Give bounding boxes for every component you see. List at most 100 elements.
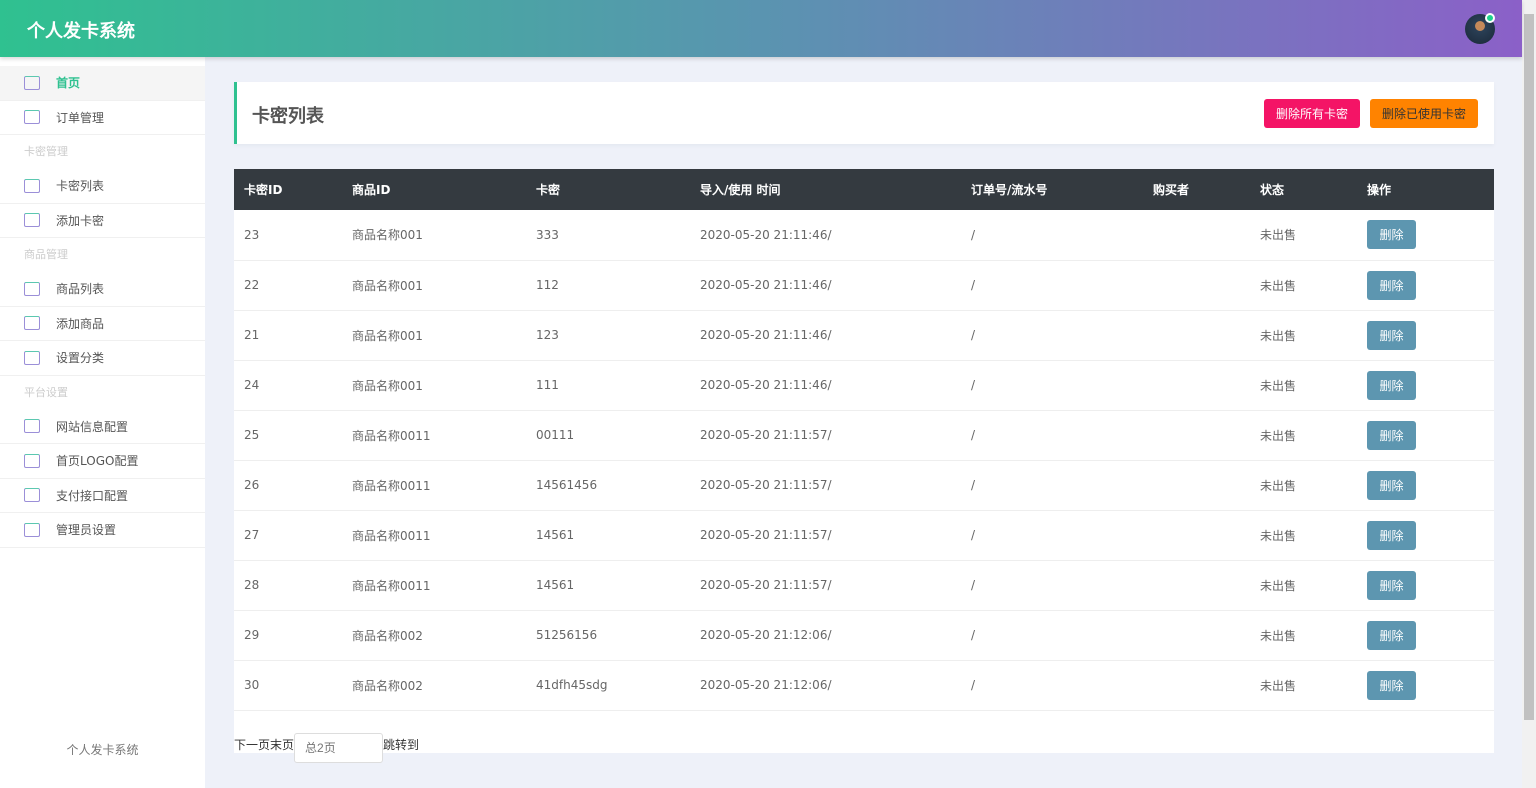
action-cell: 删除 xyxy=(1357,210,1494,261)
sidebar-footer: 个人发卡系统 xyxy=(66,743,139,757)
table-cell: 未出售 xyxy=(1250,310,1357,361)
table-cell: 112 xyxy=(526,260,690,311)
table-cell xyxy=(1143,210,1250,261)
sidebar-item-label: 卡密列表 xyxy=(56,179,105,194)
delete-row-button[interactable]: 删除 xyxy=(1367,570,1416,600)
delete-row-button[interactable]: 删除 xyxy=(1367,270,1416,300)
table-cell: 21 xyxy=(234,310,342,361)
sidebar-item-label: 首页 xyxy=(56,76,81,91)
crown-icon xyxy=(24,488,40,503)
delete-all-cards-button[interactable]: 删除所有卡密 xyxy=(1264,99,1361,128)
next-last-page-links[interactable]: 下一页末页 xyxy=(234,737,295,752)
table-cell: 商品名称0011 xyxy=(342,460,526,511)
table-cell: 商品名称001 xyxy=(342,210,526,261)
table-cell: 2020-05-20 21:11:57/ xyxy=(690,510,961,561)
table-cell: 商品名称001 xyxy=(342,260,526,311)
column-header: 导入/使用 时间 xyxy=(690,169,961,210)
sidebar-item[interactable]: 订单管理 xyxy=(0,101,205,135)
table-cell: 未出售 xyxy=(1250,210,1357,261)
table-cell: 商品名称001 xyxy=(342,360,526,411)
jump-to-button[interactable]: 跳转到 xyxy=(383,737,420,752)
home-icon xyxy=(24,75,40,90)
copy-icon xyxy=(24,213,40,228)
table-cell: / xyxy=(961,660,1143,711)
table-cell: 24 xyxy=(234,360,342,411)
table-cell: 未出售 xyxy=(1250,660,1357,711)
delete-row-button[interactable]: 删除 xyxy=(1367,370,1416,400)
table-cell: 2020-05-20 21:12:06/ xyxy=(690,610,961,661)
table-cell: 商品名称001 xyxy=(342,310,526,361)
scrollbar-thumb[interactable] xyxy=(1524,14,1534,720)
table-cell: 14561 xyxy=(526,510,690,561)
table-cell: 未出售 xyxy=(1250,510,1357,561)
sidebar-item-label: 网站信息配置 xyxy=(56,419,129,434)
table-cell: / xyxy=(961,510,1143,561)
sidebar-item[interactable]: 添加商品 xyxy=(0,307,205,341)
delete-row-button[interactable]: 删除 xyxy=(1367,520,1416,550)
table-cell: 商品名称0011 xyxy=(342,560,526,611)
sidebar-item[interactable]: 管理员设置 xyxy=(0,513,205,548)
delete-row-button[interactable]: 删除 xyxy=(1367,320,1416,350)
page-header: 卡密列表 删除所有卡密 删除已使用卡密 xyxy=(234,82,1494,144)
table-cell: 2020-05-20 21:11:46/ xyxy=(690,260,961,311)
table-cell: 41dfh45sdg xyxy=(526,660,690,711)
sidebar-group-label: 商品管理 xyxy=(24,248,68,261)
delete-row-button[interactable]: 删除 xyxy=(1367,670,1416,700)
table-row: 29 商品名称002 51256156 2020-05-20 21:12:06// 未出… xyxy=(234,610,1494,661)
table-cell: / xyxy=(961,610,1143,661)
rocket-icon xyxy=(24,419,40,434)
sidebar-item[interactable]: 商品列表 xyxy=(0,272,205,307)
action-cell: 删除 xyxy=(1357,360,1494,411)
table-cell: 26 xyxy=(234,460,342,511)
sidebar-item[interactable]: 卡密列表 xyxy=(0,169,205,204)
action-cell: 删除 xyxy=(1357,260,1494,311)
action-cell: 删除 xyxy=(1357,560,1494,611)
page-jump-input[interactable] xyxy=(294,733,384,763)
table-cell: 14561456 xyxy=(526,460,690,511)
table-cell xyxy=(1143,360,1250,411)
table-cell: 27 xyxy=(234,510,342,561)
table-cell xyxy=(1143,410,1250,461)
layout-icon xyxy=(24,453,40,468)
delete-row-button[interactable]: 删除 xyxy=(1367,620,1416,650)
delete-row-button[interactable]: 删除 xyxy=(1367,420,1416,450)
table-cell: 123 xyxy=(526,310,690,361)
column-header: 商品ID xyxy=(342,169,526,210)
column-header: 卡密ID xyxy=(234,169,342,210)
table-cell: 2020-05-20 21:11:46/ xyxy=(690,360,961,411)
sidebar-item[interactable]: 设置分类 xyxy=(0,341,205,376)
table-row: 23 商品名称001 333 2020-05-20 21:11:46// 未出售 删除 xyxy=(234,210,1494,261)
action-cell: 删除 xyxy=(1357,660,1494,711)
delete-row-button[interactable]: 删除 xyxy=(1367,220,1416,250)
scrollbar[interactable] xyxy=(1522,0,1536,788)
table-cell xyxy=(1143,460,1250,511)
map-icon xyxy=(24,316,40,331)
sidebar-item-label: 支付接口配置 xyxy=(56,488,129,503)
delete-row-button[interactable]: 删除 xyxy=(1367,470,1416,500)
table-cell xyxy=(1143,310,1250,361)
table-row: 30 商品名称002 41dfh45sdg 2020-05-20 21:12:06//… xyxy=(234,660,1494,711)
sidebar-item[interactable]: 首页 xyxy=(0,66,205,101)
action-cell: 删除 xyxy=(1357,460,1494,511)
sidebar-item[interactable]: 添加卡密 xyxy=(0,204,205,238)
column-header: 购买者 xyxy=(1143,169,1250,210)
table-cell: 2020-05-20 21:11:46/ xyxy=(690,310,961,361)
table-cell: 333 xyxy=(526,210,690,261)
sidebar-item[interactable]: 支付接口配置 xyxy=(0,479,205,513)
online-status-dot xyxy=(1485,13,1495,23)
table-cell: 14561 xyxy=(526,560,690,611)
table-cell: 2020-05-20 21:12:06/ xyxy=(690,660,961,711)
sidebar-item[interactable]: 网站信息配置 xyxy=(0,410,205,444)
table-cell: 未出售 xyxy=(1250,610,1357,661)
sidebar-group-label: 平台设置 xyxy=(24,385,68,399)
sidebar-item[interactable]: 首页LOGO配置 xyxy=(0,444,205,479)
delete-used-cards-button[interactable]: 删除已使用卡密 xyxy=(1370,99,1479,128)
sidebar-item-label: 设置分类 xyxy=(56,351,105,366)
clipboard-icon xyxy=(24,110,40,125)
sidebar-item-label: 添加卡密 xyxy=(56,213,105,228)
table-cell: 商品名称002 xyxy=(342,660,526,711)
sidebar-item-label: 首页LOGO配置 xyxy=(56,454,139,469)
action-cell: 删除 xyxy=(1357,410,1494,461)
sidebar-group-label: 卡密管理 xyxy=(24,145,68,158)
table-row: 25 商品名称0011 00111 2020-05-20 21:11:57// 未出售删… xyxy=(234,410,1494,461)
